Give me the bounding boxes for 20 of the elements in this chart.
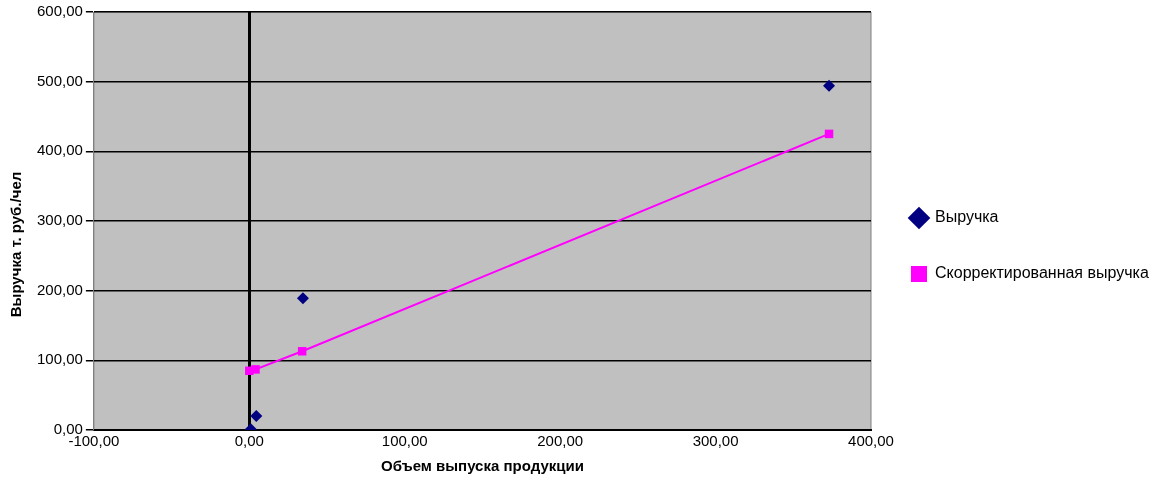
y-tick-label: 500,00 (36, 71, 83, 89)
x-tick-label: 100,00 (381, 432, 428, 450)
y-tick-label: 600,00 (36, 2, 83, 20)
legend-label: Скорректированная выручка (935, 264, 1149, 282)
y-tick-label: 400,00 (36, 141, 83, 159)
x-tick-label: 200,00 (537, 432, 584, 450)
x-tick-label: 300,00 (692, 432, 739, 450)
point (823, 79, 836, 92)
y-tick-label: 100,00 (36, 350, 83, 368)
y-axis-title: Выручка т. руб./чел (7, 171, 25, 317)
point (251, 365, 260, 374)
point (296, 292, 309, 305)
y-tick-label: 200,00 (36, 280, 83, 298)
y-tick-label: 300,00 (36, 211, 83, 229)
x-tick-label: 400,00 (848, 432, 894, 450)
x-tick-label: 0,00 (234, 432, 264, 450)
point (297, 347, 307, 356)
x-axis-title: Объем выпуска продукции (380, 457, 584, 475)
point (250, 410, 263, 423)
legend-label: Выручка (935, 208, 999, 226)
